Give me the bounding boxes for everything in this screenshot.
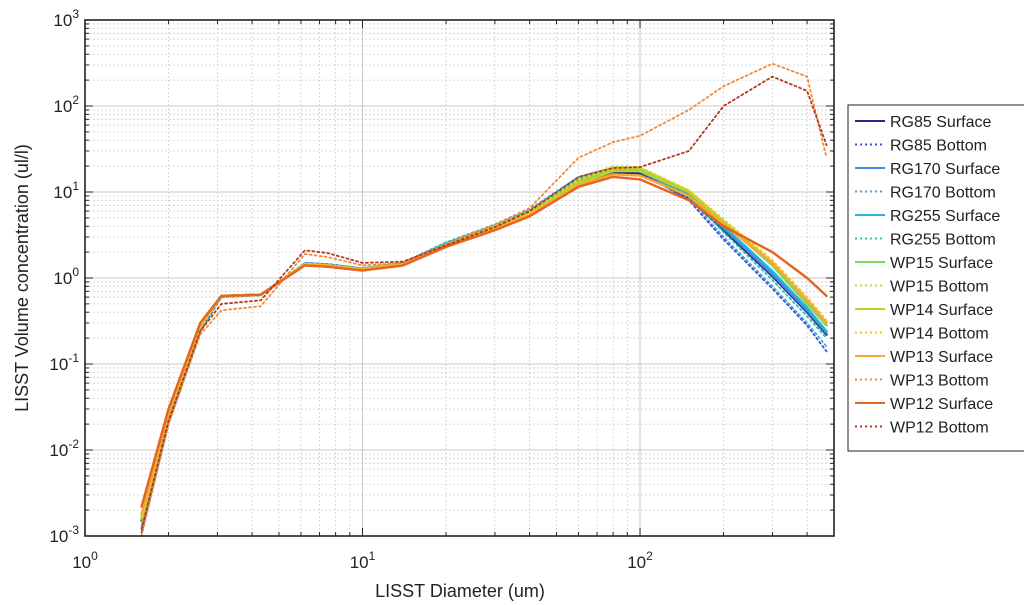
legend-label: RG255 Bottom: [890, 232, 996, 249]
legend-box: [847, 104, 1024, 452]
y-tick-label: 10-2: [49, 437, 79, 460]
y-tick-label: 10-1: [49, 351, 79, 374]
x-tick-label: 100: [72, 549, 98, 572]
legend-label: RG255 Surface: [890, 208, 1000, 225]
x-tick-label: 101: [350, 549, 376, 572]
legend-label: WP14 Bottom: [890, 326, 989, 343]
legend-label: RG170 Bottom: [890, 185, 996, 202]
y-tick-label: 100: [53, 265, 79, 288]
series-line-wp12-surface: [140, 175, 828, 508]
x-axis-label: LISST Diameter (um): [375, 581, 545, 601]
series-layer: [140, 62, 828, 537]
series-line-wp12-bottom: [140, 75, 828, 531]
tick-labels: 100 101 102 10-3 10-2 10-1 100 101 102 103: [49, 7, 653, 572]
legend-label: RG85 Surface: [890, 114, 991, 131]
legend-label: RG85 Bottom: [890, 138, 987, 155]
legend: RG85 Surface RG85 Bottom RG170 Surface RG17…: [847, 104, 1024, 452]
y-tick-label: 101: [53, 179, 79, 202]
legend-label: RG170 Surface: [890, 161, 1000, 178]
legend-label: WP15 Surface: [890, 255, 993, 272]
x-tick-label: 102: [627, 549, 653, 572]
grid-layer: [85, 20, 835, 536]
y-tick-label: 103: [53, 7, 79, 30]
legend-label: WP13 Surface: [890, 349, 993, 366]
y-tick-label: 102: [53, 93, 79, 116]
legend-label: WP12 Bottom: [890, 420, 989, 437]
legend-label: WP13 Bottom: [890, 373, 989, 390]
ticks-layer: [84, 20, 835, 537]
y-tick-label: 10-3: [49, 523, 79, 546]
legend-label: WP15 Bottom: [890, 279, 989, 296]
legend-label: WP12 Surface: [890, 396, 993, 413]
y-axis-label: LISST Volume concentration (ul/l): [12, 144, 32, 412]
legend-label: WP14 Surface: [890, 302, 993, 319]
